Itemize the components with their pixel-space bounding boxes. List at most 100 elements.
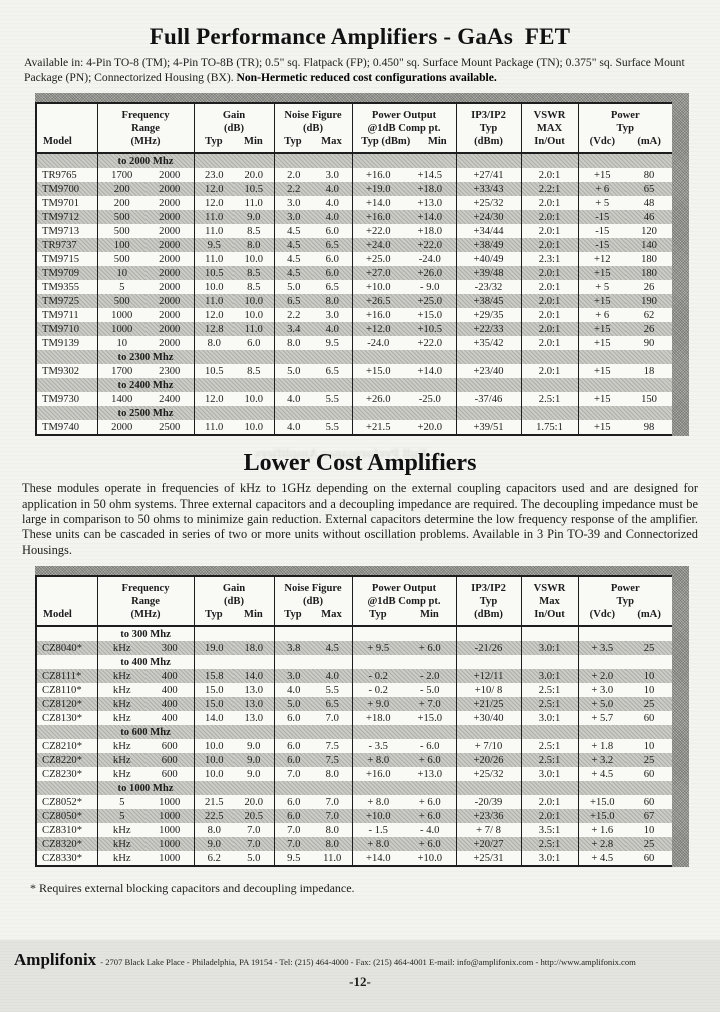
cell: +14.0 [404, 210, 457, 225]
cell: +22/33 [456, 322, 522, 337]
cell: -15 [578, 210, 627, 225]
cell: +15 [593, 421, 611, 433]
cell: 1400 [111, 393, 133, 405]
cell: +15 [578, 322, 627, 337]
cell: 7.5 [313, 739, 353, 753]
cell: 120 [641, 225, 657, 237]
cell-model: TM9710 [36, 322, 98, 337]
cell: +23/36 [456, 809, 522, 823]
cell: 2000 [146, 224, 195, 239]
cell: +12 [593, 253, 611, 265]
cell: 2.0:1 [521, 322, 579, 337]
cell: 9.0 [234, 210, 275, 225]
full-performance-table: Model Frequency Range (MHz) Gain (dB) Typ Min No… [35, 102, 675, 437]
cell: 12.8 [194, 322, 234, 337]
cell: +15.0 [578, 809, 627, 823]
table-row: CZ8111* kHz 400 15.8 14.0 3.0 4.0- 0.2- 2.0 +12… [36, 669, 674, 683]
cell: 15.0 [204, 684, 224, 696]
cell [578, 350, 674, 365]
section-label: to 300 Mhz [97, 626, 195, 641]
cell: 10.0 [234, 294, 275, 309]
cell: 26 [643, 281, 655, 293]
section-row: to 400 Mhz [36, 655, 673, 669]
cell: 90 [643, 337, 655, 349]
cell [36, 378, 98, 393]
cell: +35/42 [456, 336, 522, 351]
cell: 2000 [146, 294, 195, 309]
cell: +20.0 [404, 420, 457, 436]
cell: -24.0 [367, 337, 390, 349]
cell: +15 [593, 169, 611, 181]
cell: 2.5:1 [521, 739, 579, 753]
intro-bold-text: Non-Hermetic reduced cost configurations… [236, 71, 497, 85]
cell: 8.5 [234, 224, 275, 239]
column-header: IP3/IP2 Typ (dBm) [456, 576, 522, 627]
table-right-shadow [672, 566, 689, 867]
column-header: VSWR MAX In/Out [521, 103, 579, 155]
cell: 2.2 [274, 182, 313, 197]
cell [352, 626, 457, 641]
cell: kHz [112, 852, 131, 864]
section-label: to 2300 Mhz [97, 350, 195, 365]
footer: Amplifonix - 2707 Black Lake Place - Phi… [0, 940, 720, 1012]
column-header: Model [36, 103, 98, 155]
cell: 8.0 [313, 837, 353, 851]
cell: 80 [643, 169, 655, 181]
cell: kHz [112, 768, 131, 780]
cell: 6.0 [287, 712, 301, 724]
cell: 7.0 [234, 837, 275, 851]
cell [352, 725, 457, 739]
cell: + 5 [595, 197, 610, 209]
cell [456, 626, 522, 641]
cell [521, 725, 579, 739]
table-row: CZ8050* 5 1000 22.5 20.5 6.0 7.0 +10.0 + 6.0 +23/… [36, 809, 674, 823]
cell: - 4.0 [404, 823, 457, 837]
cell: +16.0 [352, 210, 404, 225]
cell: 9.0 [234, 767, 275, 781]
cell: kHz [97, 669, 146, 683]
cell: 21.5 [204, 796, 224, 808]
cell: 2000 [111, 421, 133, 433]
cell: 10.5 [234, 182, 275, 197]
cell: kHz [97, 697, 146, 711]
cell: + 7/10 [456, 739, 522, 753]
column-header: Model [36, 576, 98, 627]
column-header: Noise Figure (dB) Typ Max [274, 576, 353, 627]
cell: 4.5 [313, 641, 353, 655]
cell: 60 [643, 768, 655, 780]
cell: - 2.0 [404, 669, 457, 683]
cell [578, 406, 674, 421]
cell: 6.5 [313, 364, 353, 379]
cell: 46 [626, 210, 674, 225]
cell: 4.0 [313, 210, 353, 225]
cell: 8.0 [313, 294, 353, 309]
cell: 4.0 [287, 393, 301, 405]
cell: 2000 [146, 266, 195, 281]
cell: kHz [97, 753, 146, 767]
cell: 1000 [146, 795, 195, 809]
cell-model: CZ8210* [36, 739, 98, 753]
table-row: CZ8310* kHz 1000 8.0 7.0 7.0 8.0 - 1.5 - 4.0 + 7/… [36, 823, 673, 837]
cell: 9.5 [287, 852, 301, 864]
cell: 600 [146, 753, 195, 767]
cell [274, 655, 353, 669]
cell [36, 781, 98, 795]
cell: 2.0:1 [521, 308, 579, 323]
cell: 5.0 [274, 697, 313, 711]
cell: 12.0 [204, 309, 224, 321]
cell-model: CZ8111* [36, 669, 98, 683]
cell: +14.0 [404, 364, 457, 379]
cell-model: TM9355 [36, 280, 98, 295]
cell: kHz [112, 824, 131, 836]
cell: 4.0 [287, 684, 301, 696]
cell: 10.5 [204, 365, 224, 377]
cell: - 6.0 [404, 739, 457, 753]
cell: + 8.0 [367, 796, 390, 808]
cell: 10 [116, 337, 128, 349]
cell-model: TM9302 [36, 364, 98, 379]
cell: 14.0 [234, 669, 275, 683]
cell: 2.0:1 [521, 210, 579, 225]
table-row: TM9709 10 2000 10.5 8.5 4.5 6.0 +27.0 +26.0 +39/4… [36, 266, 674, 281]
cell: + 3.5 [578, 641, 627, 655]
lower-cost-table: Model Frequency Range (MHz) Gain (dB) Typ Min No… [35, 575, 675, 867]
